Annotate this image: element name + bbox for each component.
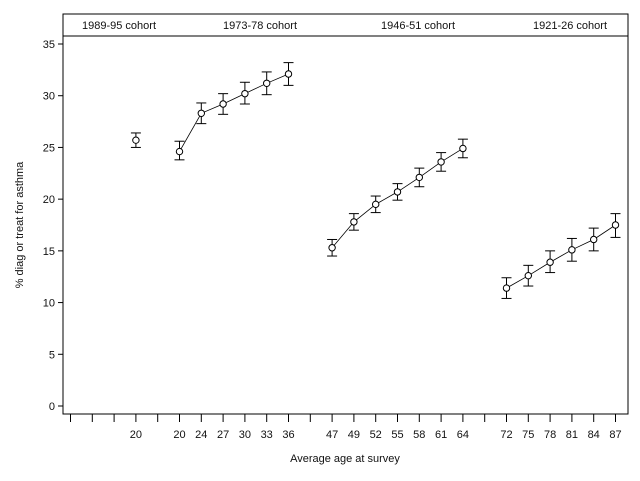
x-tick-label: 30 [239,429,251,441]
x-tick-label: 20 [130,429,142,441]
series [501,213,621,299]
data-point [284,70,293,78]
x-tick-label: 81 [566,429,578,441]
x-tick-label: 75 [522,429,534,441]
data-point [328,244,336,252]
x-tick-label: 24 [195,429,207,441]
data-point [437,158,445,166]
y-tick-label: 25 [43,142,55,154]
y-tick-label: 35 [43,39,55,51]
data-point [393,188,402,196]
x-tick-label: 52 [370,429,382,441]
data-point [132,136,140,144]
y-axis-label: % diag or treat for asthma [14,161,26,288]
data-point [175,147,184,156]
series [174,62,294,161]
cohort-labels: 1989-95 cohort 1973-78 cohort 1946-51 co… [82,20,607,32]
x-tick-label: 61 [435,429,447,441]
x-tick-label: 84 [588,429,600,441]
data-point [241,89,249,98]
data-point [524,271,532,280]
cohort-label: 1921-26 cohort [533,20,607,32]
data-point [611,221,620,229]
data-point [502,284,511,292]
x-tick-label: 20 [173,429,185,441]
data-point [372,200,380,209]
x-axis: 20 20 24 27 30 33 36 47 49 52 55 58 61 64 72 75 78 81 84 87 [70,414,622,441]
series-line [506,224,616,289]
y-tick-label: 10 [43,298,55,310]
x-tick-label: 47 [326,429,338,441]
data-point [568,246,576,254]
y-tick-label: 15 [43,246,55,258]
y-tick-label: 5 [49,349,55,361]
x-tick-label: 58 [413,429,425,441]
x-axis-label: Average age at survey [290,453,400,465]
x-tick-label: 72 [500,429,512,441]
y-axis: 0 5 10 15 20 25 30 35 [43,39,63,413]
x-tick-label: 55 [391,429,403,441]
x-tick-label: 78 [544,429,556,441]
x-tick-label: 49 [348,429,360,441]
x-tick-label: 33 [261,429,273,441]
data-point [350,218,358,226]
cohort-label: 1989-95 cohort [82,20,156,32]
y-tick-label: 30 [43,91,55,103]
data-point [415,173,423,182]
y-tick-label: 0 [49,401,55,413]
y-tick-label: 20 [43,194,55,206]
series-line [179,73,289,152]
x-tick-label: 36 [282,429,294,441]
data-point [197,109,206,117]
data-point [219,100,227,108]
cohort-label: 1973-78 cohort [223,20,297,32]
x-tick-label: 87 [609,429,621,441]
x-tick-label: 64 [457,429,469,441]
series-layer [130,62,621,299]
x-tick-label: 27 [217,429,229,441]
data-point [459,144,467,153]
series [130,132,141,148]
plot-area [62,35,629,415]
cohort-label: 1946-51 cohort [381,20,455,32]
data-point [546,258,554,266]
data-point [263,79,271,88]
series [327,138,468,257]
data-point [590,235,598,244]
